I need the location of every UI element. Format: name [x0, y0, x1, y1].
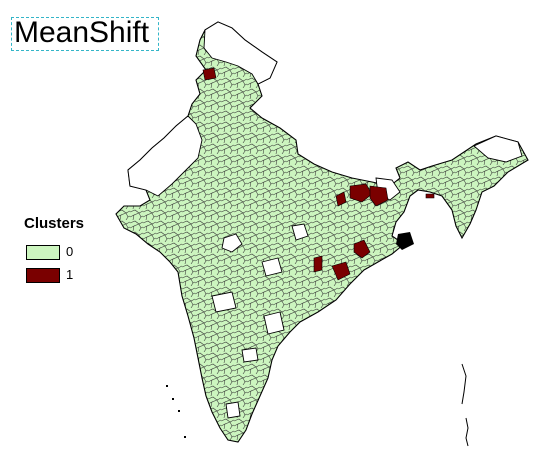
no-data-south-2 [263, 311, 285, 335]
no-data-kashmir [203, 21, 278, 85]
legend-title: Clusters [24, 215, 85, 232]
cluster-1-ne [425, 193, 435, 199]
east-border-dark-patch [396, 232, 414, 250]
no-data-central-2 [291, 223, 309, 241]
cluster-1-jharkhand [353, 239, 371, 259]
lakshadweep-islet-2 [172, 398, 174, 400]
legend-label-0: 0 [66, 244, 74, 259]
legend-item-0: 0 [26, 244, 106, 261]
legend-item-1: 1 [26, 267, 106, 284]
legend-swatch-0 [26, 245, 60, 260]
cluster-1-regions [202, 67, 435, 281]
lakshadweep-islands [166, 385, 186, 438]
cluster-1-north [202, 67, 217, 81]
cluster-1-bihar-1 [335, 191, 347, 207]
no-data-south-4 [225, 401, 241, 419]
cluster-1-odisha-2 [331, 261, 351, 281]
no-data-south-3 [241, 347, 259, 363]
lakshadweep-islet-3 [178, 410, 180, 412]
lakshadweep-islet-1 [166, 385, 168, 387]
andaman-island-1 [461, 363, 467, 405]
legend-swatch-1 [26, 268, 60, 283]
no-data-central-3 [261, 257, 283, 277]
cluster-1-odisha-1 [313, 255, 323, 273]
map-title: MeanShift [14, 16, 150, 49]
no-data-central-1 [221, 233, 243, 253]
cluster-1-bihar-3 [369, 185, 389, 207]
andaman-island-2 [465, 417, 469, 447]
andaman-islands [461, 363, 469, 447]
lakshadweep-islet-4 [184, 436, 186, 438]
no-data-west-desert [127, 115, 203, 197]
cluster-1-bihar-2 [349, 183, 373, 203]
map-title-box[interactable]: MeanShift [11, 16, 159, 51]
legend-label-1: 1 [66, 267, 74, 282]
no-data-regions [127, 21, 523, 419]
india-mainland [115, 21, 529, 443]
no-data-south-1 [211, 291, 237, 313]
no-data-ne-1 [473, 135, 523, 163]
